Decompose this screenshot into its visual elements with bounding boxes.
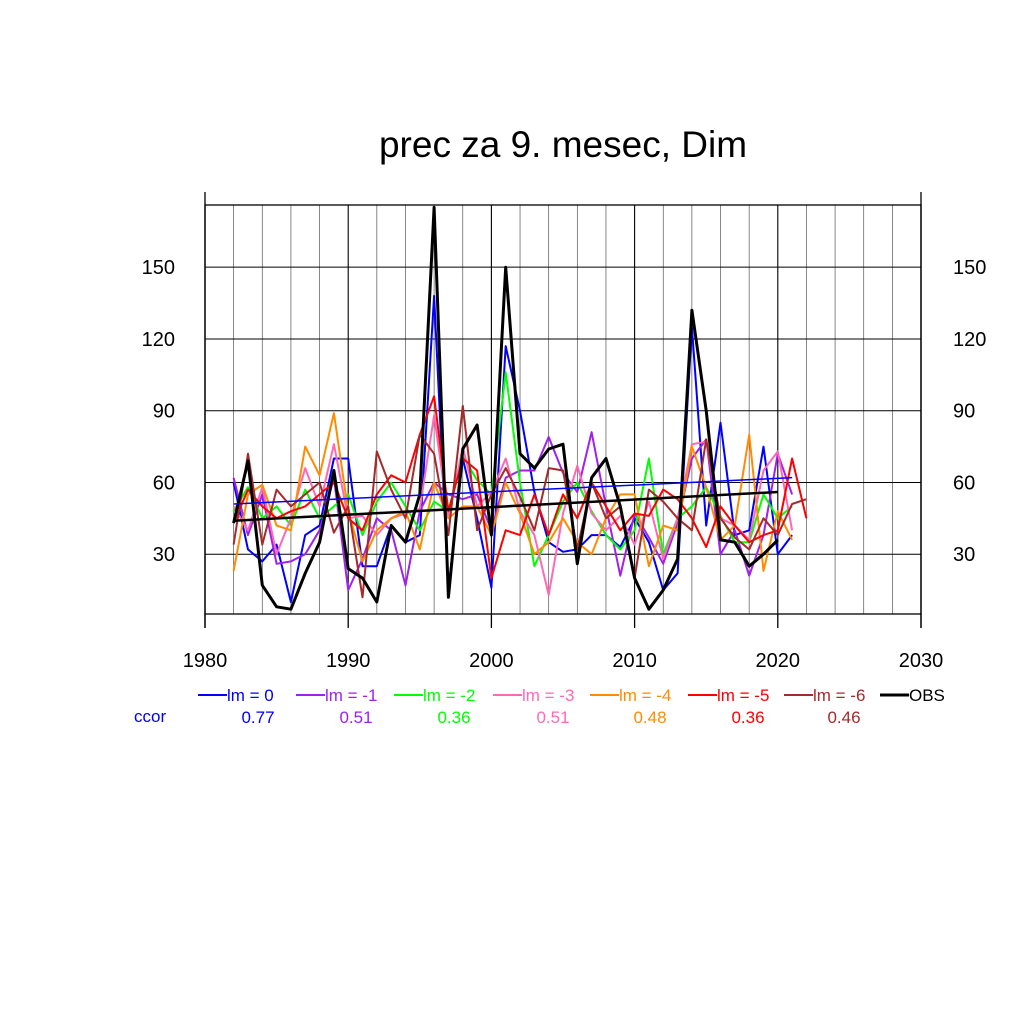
x-tick-label: 2010 [612,650,657,672]
y-tick-label-right: 90 [953,401,975,423]
legend-label-5: lm = -5 [717,686,769,705]
chart-title: prec za 9. mesec, Dim [379,124,747,165]
y-tick-label-right: 60 [953,472,975,494]
ccor-value-1: 0.51 [339,708,372,727]
ccor-value-6: 0.46 [827,708,860,727]
trend-line-0 [233,476,793,505]
trend-line-1 [233,490,778,522]
y-tick-label-left: 120 [142,329,175,351]
legend-label-7: OBS [909,686,945,705]
legend-label-4: lm = -4 [619,686,671,705]
y-tick-label-right: 150 [953,257,986,279]
x-tick-label: 1990 [326,650,371,672]
x-tick-label: 1980 [183,650,228,672]
y-tick-label-left: 150 [142,257,175,279]
ccor-label: ccor [134,707,166,726]
y-tick-label-left: 90 [153,401,175,423]
series-line-5 [232,395,808,580]
y-tick-label-right: 120 [953,329,986,351]
series-layer [232,205,808,611]
axis-layer: 1980 1990 2000 2010 2020 2030 30 30 60 60 90 90 120 1… [142,257,987,672]
frame-layer [204,192,922,628]
x-tick-label: 2030 [899,650,944,672]
ccor-value-5: 0.36 [731,708,764,727]
ccor-value-2: 0.36 [437,708,470,727]
grid-layer [205,205,921,614]
ccor-value-0: 0.77 [241,708,274,727]
legend-label-6: lm = -6 [813,686,865,705]
series-line-7 [232,205,779,611]
legend-label-3: lm = -3 [522,686,574,705]
y-tick-label-left: 30 [153,544,175,566]
series-line-4 [232,412,793,572]
legend: ccor lm = 0 0.77 lm = -1 0.51 lm = -2 0.36 lm … [134,686,945,727]
x-tick-label: 2020 [756,650,801,672]
legend-label-1: lm = -1 [325,686,377,705]
legend-label-0: lm = 0 [227,686,274,705]
y-tick-label-left: 60 [153,472,175,494]
ccor-value-4: 0.48 [633,708,666,727]
ccor-value-3: 0.51 [536,708,569,727]
x-tick-label: 2000 [469,650,514,672]
legend-label-2: lm = -2 [423,686,475,705]
y-tick-label-right: 30 [953,544,975,566]
series-line-3 [232,414,794,596]
